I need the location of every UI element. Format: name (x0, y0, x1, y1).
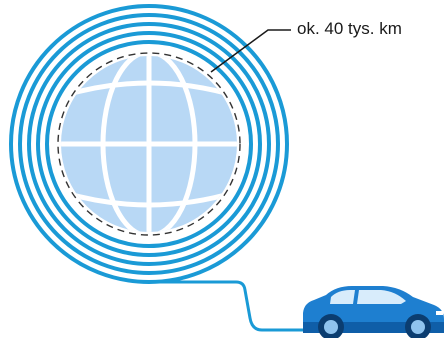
charging-cable (149, 280, 305, 332)
callout-line (210, 29, 291, 73)
car-icon (303, 286, 444, 338)
distance-label: ok. 40 tys. km (297, 19, 402, 38)
globe-icon (57, 52, 241, 236)
